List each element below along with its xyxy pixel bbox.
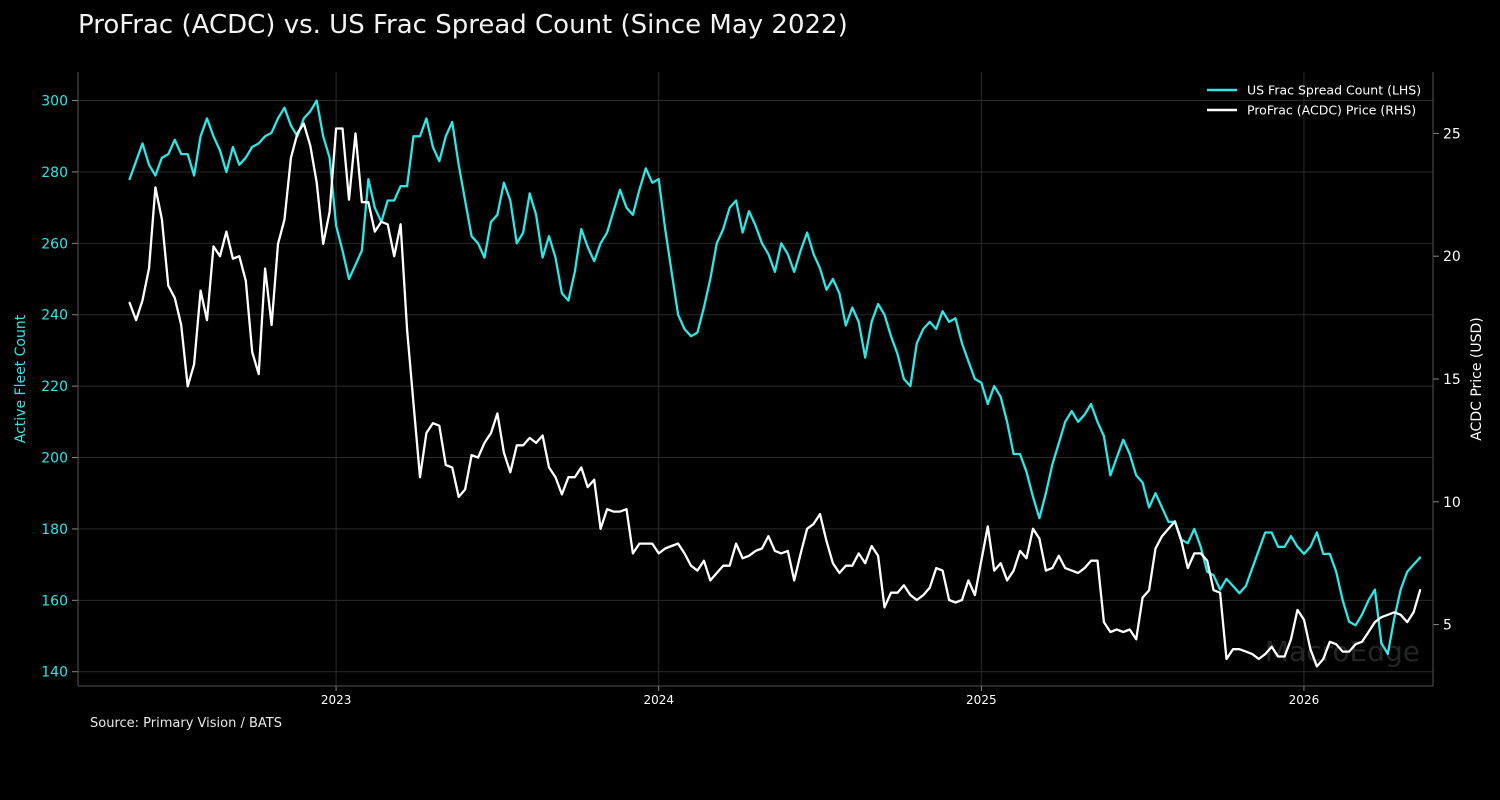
y-tick-label-right: 20 [1443,249,1461,265]
y-tick-label-left: 260 [41,236,68,252]
source-note: Source: Primary Vision / BATS [90,716,282,731]
x-tick-label: 2023 [321,693,352,707]
legend: US Frac Spread Count (LHS) ProFrac (ACDC… [1207,83,1421,118]
watermark: MacroEdge [1265,635,1420,668]
y-tick-label-right: 25 [1443,126,1461,142]
y-tick-label-left: 200 [41,451,68,467]
y-tick-label-left: 180 [41,522,68,538]
y-axis-label-right: ACDC Price (USD) [1469,317,1485,441]
y-tick-label-right: 10 [1443,495,1461,511]
y-tick-label-right: 15 [1443,372,1461,388]
y-tick-label-left: 220 [41,379,68,395]
series-line-frac-spread-count [128,99,1422,656]
chart-title: ProFrac (ACDC) vs. US Frac Spread Count … [78,10,848,40]
y-tick-label-left: 140 [41,665,68,681]
y-tick-label-left: 300 [41,94,68,110]
series-group [128,99,1422,668]
legend-label-frac-count: US Frac Spread Count (LHS) [1247,83,1421,98]
legend-label-acdc-price: ProFrac (ACDC) Price (RHS) [1247,103,1416,118]
x-tick-label: 2025 [966,693,997,707]
grid [78,72,1433,686]
y-tick-label-left: 160 [41,593,68,609]
y-tick-label-left: 240 [41,308,68,324]
x-tick-label: 2024 [643,693,674,707]
y-tick-label-right: 5 [1443,618,1452,634]
y-axis-label-left: Active Fleet Count [13,314,29,443]
y-tick-label-left: 280 [41,165,68,181]
x-tick-label: 2026 [1289,693,1320,707]
series-line-acdc-price [128,122,1422,668]
